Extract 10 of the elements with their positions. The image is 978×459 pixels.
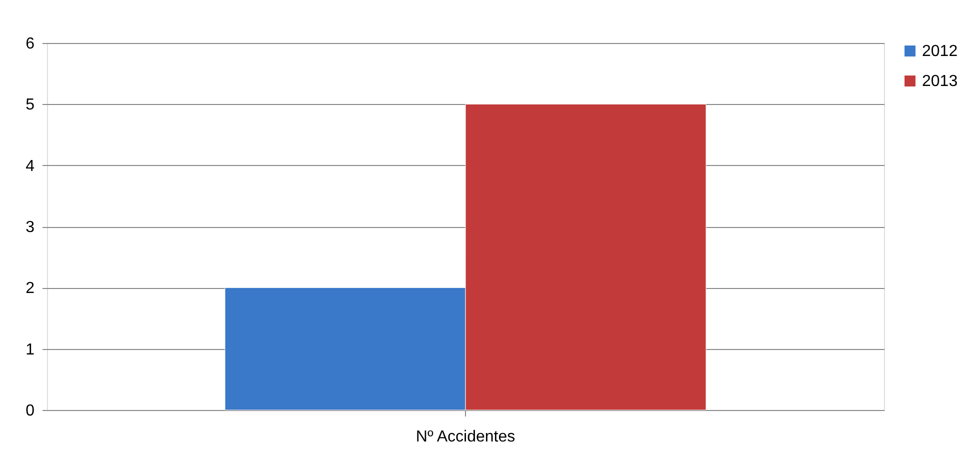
y-tick-label: 5 — [26, 96, 35, 114]
x-tick-label: Nº Accidentes — [416, 428, 516, 446]
y-tick-label: 4 — [26, 158, 35, 175]
y-tick-label: 1 — [26, 341, 35, 358]
y-tick-label: 2 — [26, 280, 35, 298]
legend-label: 2012 — [922, 43, 958, 60]
y-tick-label: 3 — [26, 219, 35, 236]
y-tick-label: 6 — [26, 36, 35, 52]
legend-label: 2013 — [922, 73, 958, 90]
y-tick-label: 0 — [26, 402, 35, 420]
